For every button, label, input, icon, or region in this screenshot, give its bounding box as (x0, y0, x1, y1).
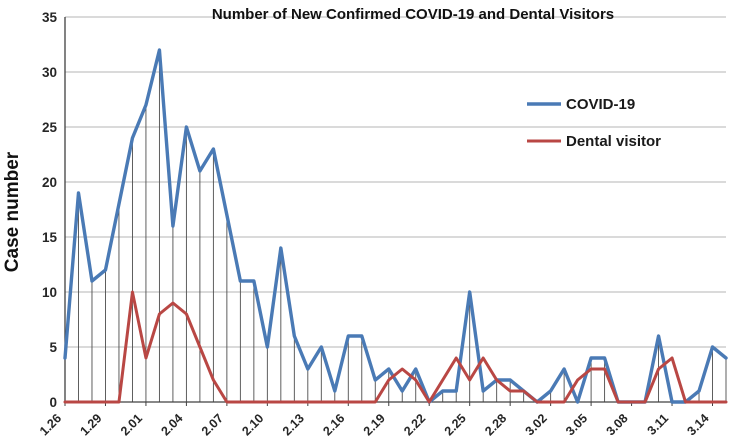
x-tick-label-2.16: 2.16 (320, 411, 347, 436)
legend-label: Dental visitor (566, 133, 661, 150)
x-tick-label-2.01: 2.01 (118, 411, 145, 436)
x-tick-label-2.28: 2.28 (482, 411, 509, 436)
x-tick-label-2.25: 2.25 (442, 411, 469, 436)
y-axis-title: Case number (2, 151, 23, 272)
chart-title: Number of New Confirmed COVID-19 and Den… (212, 6, 614, 23)
legend-item-dental-visitor: Dental visitor (527, 133, 661, 150)
x-tick-label-2.07: 2.07 (199, 411, 226, 436)
y-tick-label-5: 5 (49, 340, 57, 355)
legend-label: COVID-19 (566, 96, 635, 113)
y-tick-label-15: 15 (42, 230, 58, 245)
x-tick-label-2.22: 2.22 (401, 411, 428, 436)
x-tick-label-3.08: 3.08 (604, 411, 631, 436)
x-tick-label-2.19: 2.19 (361, 411, 388, 436)
series-lines (63, 48, 728, 404)
y-tick-label-25: 25 (42, 120, 58, 135)
axes (64, 17, 726, 406)
x-tick-label-3.14: 3.14 (685, 411, 712, 436)
y-tick-labels: 0 5 10 15 20 25 30 35 (42, 10, 58, 410)
x-tick-label-1.29: 1.29 (77, 411, 104, 436)
y-tick-label-20: 20 (42, 175, 57, 190)
legend: COVID-19 Dental visitor (527, 96, 661, 150)
x-tick-label-1.26: 1.26 (37, 411, 64, 436)
x-tick-label-2.13: 2.13 (280, 411, 307, 436)
x-tick-label-3.02: 3.02 (523, 411, 550, 436)
x-tick-label-3.11: 3.11 (645, 411, 672, 436)
x-tick-label-3.05: 3.05 (563, 411, 590, 436)
y-tick-label-10: 10 (42, 285, 57, 300)
legend-item-covid-19: COVID-19 (527, 96, 635, 113)
x-tick-label-2.10: 2.10 (239, 411, 266, 436)
x-tick-label-2.04: 2.04 (158, 411, 185, 436)
y-tick-label-30: 30 (42, 65, 57, 80)
series-line-dental-visitor (63, 290, 728, 404)
y-tick-label-0: 0 (49, 395, 57, 410)
y-tick-label-35: 35 (42, 10, 58, 25)
gridlines (65, 16, 726, 348)
x-tick-labels: 1.26 1.29 2.01 2.04 2.07 2.10 2.13 2.16 2.19 2.22… (37, 411, 712, 436)
